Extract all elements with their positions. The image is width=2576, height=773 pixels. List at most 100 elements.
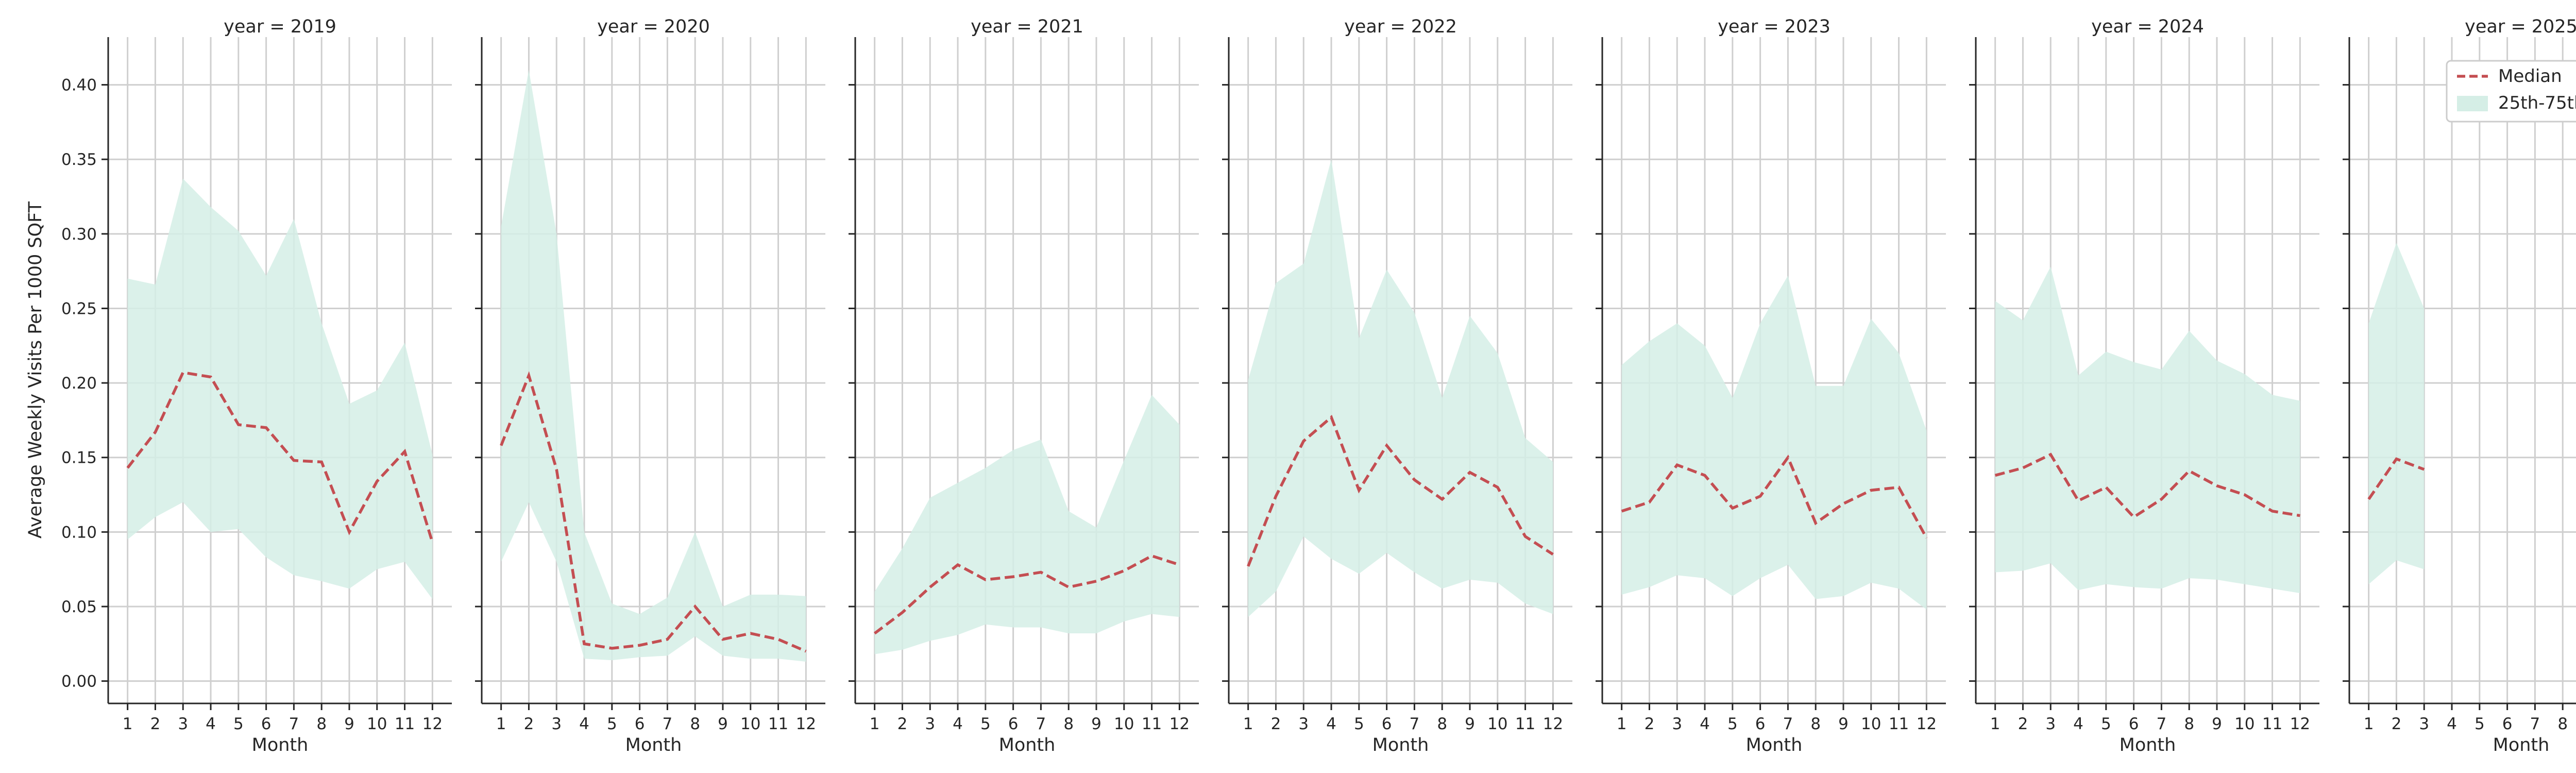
x-axis-label: Month bbox=[2493, 735, 2550, 755]
panel-title: year = 2024 bbox=[2091, 16, 2204, 37]
x-tick-label: 4 bbox=[2073, 715, 2083, 733]
x-tick-label: 12 bbox=[2290, 715, 2310, 733]
x-tick-label: 9 bbox=[1838, 715, 1849, 733]
x-tick-label: 5 bbox=[980, 715, 991, 733]
x-tick-label: 5 bbox=[1727, 715, 1738, 733]
x-tick-label: 1 bbox=[123, 715, 133, 733]
x-tick-label: 6 bbox=[2129, 715, 2139, 733]
median-line bbox=[1994, 452, 2300, 519]
y-tick-label: 0.15 bbox=[61, 449, 97, 467]
x-tick-label: 7 bbox=[2530, 715, 2540, 733]
x-tick-label: 7 bbox=[289, 715, 299, 733]
y-tick-label: 0.35 bbox=[61, 150, 97, 169]
x-tick-label: 2 bbox=[1645, 715, 1655, 733]
x-tick-label: 12 bbox=[422, 715, 443, 733]
x-tick-label: 6 bbox=[1008, 715, 1019, 733]
panel-2019: 0.000.050.100.150.200.250.300.350.401 2 3 4… bbox=[61, 16, 452, 755]
y-tick-label: 0.40 bbox=[61, 76, 97, 95]
x-tick-label: 3 bbox=[1672, 715, 1682, 733]
x-tick-label: 2 bbox=[897, 715, 908, 733]
panel-title: year = 2019 bbox=[224, 16, 336, 37]
x-axis-label: Month bbox=[625, 735, 682, 755]
x-tick-label: 10 bbox=[1861, 715, 1881, 733]
panels: 0.000.050.100.150.200.250.300.350.401 2 3 4… bbox=[61, 16, 2576, 755]
panel-title: year = 2020 bbox=[597, 16, 710, 37]
median-line bbox=[2367, 457, 2425, 500]
x-tick-label: 3 bbox=[925, 715, 935, 733]
y-axis-label: Average Weekly Visits Per 1000 SQFT bbox=[25, 201, 46, 539]
panel-title: year = 2021 bbox=[971, 16, 1083, 37]
x-tick-label: 1 bbox=[2364, 715, 2374, 733]
x-tick-label: 1 bbox=[870, 715, 880, 733]
x-tick-label: 10 bbox=[367, 715, 387, 733]
panel-title: year = 2022 bbox=[1344, 16, 1457, 37]
x-tick-label: 3 bbox=[2419, 715, 2429, 733]
percentile-band bbox=[1248, 159, 1553, 617]
x-tick-label: 7 bbox=[663, 715, 673, 733]
x-tick-label: 12 bbox=[1543, 715, 1563, 733]
x-tick-label: 5 bbox=[2475, 715, 2485, 733]
x-tick-label: 2 bbox=[2392, 715, 2402, 733]
x-axis-label: Month bbox=[999, 735, 1056, 755]
percentile-band bbox=[127, 178, 433, 599]
x-tick-label: 4 bbox=[2447, 715, 2457, 733]
x-tick-label: 11 bbox=[1142, 715, 1162, 733]
x-tick-label: 9 bbox=[1091, 715, 1101, 733]
x-tick-label: 1 bbox=[1617, 715, 1627, 733]
y-tick-label: 0.10 bbox=[61, 523, 97, 542]
x-tick-label: 11 bbox=[768, 715, 788, 733]
x-tick-label: 5 bbox=[1354, 715, 1364, 733]
x-tick-label: 6 bbox=[1382, 715, 1392, 733]
x-tick-label: 12 bbox=[1917, 715, 1937, 733]
x-tick-label: 7 bbox=[1783, 715, 1793, 733]
x-tick-label: 6 bbox=[261, 715, 272, 733]
x-tick-label: 3 bbox=[551, 715, 562, 733]
x-tick-label: 8 bbox=[2184, 715, 2194, 733]
x-tick-label: 8 bbox=[690, 715, 700, 733]
x-axis-label: Month bbox=[1746, 735, 1803, 755]
x-tick-label: 2 bbox=[524, 715, 534, 733]
x-tick-label: 7 bbox=[1410, 715, 1420, 733]
x-tick-label: 8 bbox=[316, 715, 327, 733]
x-tick-label: 4 bbox=[579, 715, 589, 733]
x-tick-label: 6 bbox=[635, 715, 645, 733]
x-tick-label: 11 bbox=[1515, 715, 1535, 733]
y-tick-label: 0.05 bbox=[61, 598, 97, 616]
x-tick-label: 6 bbox=[1755, 715, 1766, 733]
y-tick-label: 0.20 bbox=[61, 374, 97, 393]
x-tick-label: 6 bbox=[2502, 715, 2513, 733]
x-axis-label: Month bbox=[1372, 735, 1429, 755]
x-tick-label: 5 bbox=[607, 715, 617, 733]
x-tick-label: 1 bbox=[1243, 715, 1253, 733]
x-tick-label: 4 bbox=[1326, 715, 1336, 733]
median-line bbox=[500, 371, 807, 653]
x-tick-label: 12 bbox=[1170, 715, 1190, 733]
legend: Median 25th-75th Percentile bbox=[2446, 60, 2576, 123]
x-tick-label: 10 bbox=[740, 715, 760, 733]
legend-band-swatch bbox=[2457, 96, 2488, 111]
x-tick-label: 11 bbox=[2262, 715, 2282, 733]
legend-band-label: 25th-75th Percentile bbox=[2498, 93, 2576, 113]
x-tick-label: 1 bbox=[496, 715, 506, 733]
percentile-band bbox=[501, 70, 806, 662]
x-tick-label: 10 bbox=[1114, 715, 1134, 733]
panel-title: year = 2023 bbox=[1718, 16, 1831, 37]
y-tick-label: 0.00 bbox=[61, 673, 97, 691]
x-tick-label: 4 bbox=[1700, 715, 1710, 733]
percentile-band bbox=[1995, 266, 2300, 593]
x-tick-label: 11 bbox=[395, 715, 415, 733]
x-tick-label: 5 bbox=[233, 715, 244, 733]
x-tick-label: 9 bbox=[718, 715, 728, 733]
x-tick-label: 5 bbox=[2101, 715, 2111, 733]
x-tick-label: 3 bbox=[178, 715, 188, 733]
median-line bbox=[1247, 414, 1554, 567]
y-tick-label: 0.25 bbox=[61, 299, 97, 318]
percentile-band bbox=[874, 395, 1180, 654]
x-tick-label: 7 bbox=[1036, 715, 1046, 733]
